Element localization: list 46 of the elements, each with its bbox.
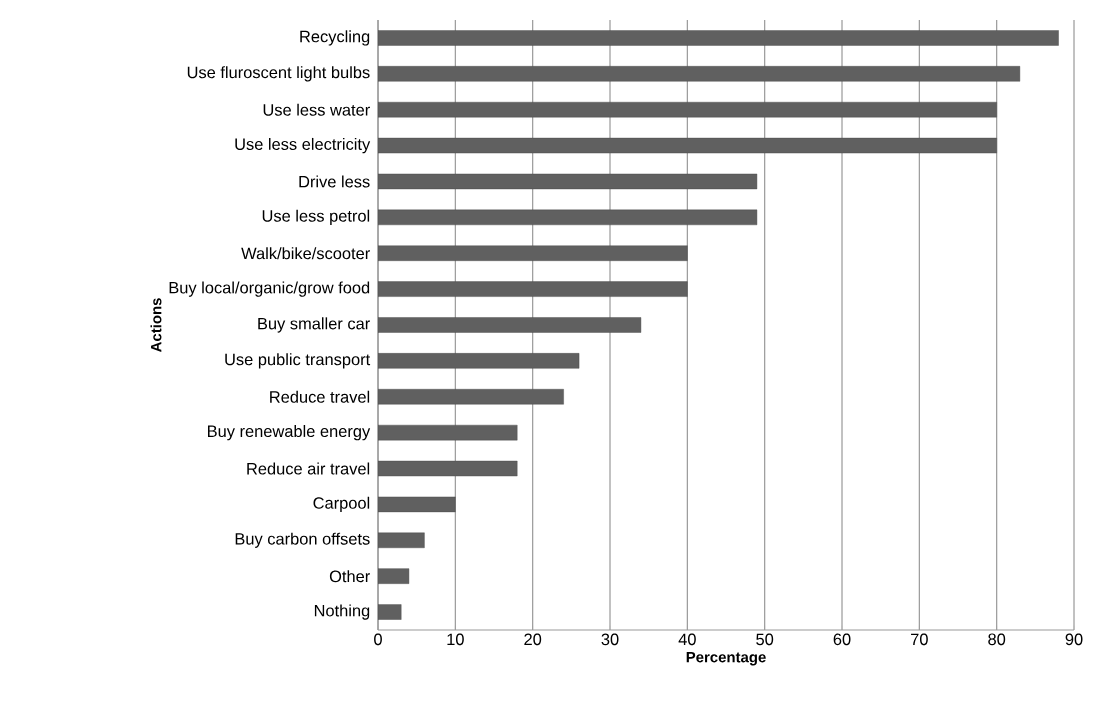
y-tick-label: Reduce air travel <box>247 462 370 475</box>
x-tick-label: 80 <box>988 633 1006 646</box>
bar <box>378 460 518 477</box>
bar <box>378 66 1021 82</box>
x-tick-label: 20 <box>524 633 542 646</box>
bar <box>378 568 410 584</box>
bar <box>378 496 456 513</box>
y-tick-label: Nothing <box>314 604 370 620</box>
x-tick-label: 40 <box>678 633 696 646</box>
bar <box>378 532 425 548</box>
bar <box>378 137 997 154</box>
y-tick-label: Use less petrol <box>262 209 370 225</box>
x-tick-label: 10 <box>447 633 464 646</box>
y-tick-label: Use public transport <box>225 353 371 369</box>
y-tick-label: Use less water <box>263 103 370 116</box>
bar <box>378 389 564 405</box>
y-tick-label: Buy renewable energy <box>208 424 371 441</box>
bar <box>378 209 758 226</box>
y-tick-label: Buy smaller car <box>258 317 370 333</box>
y-tick-label: Other <box>329 570 370 583</box>
bar <box>378 173 758 190</box>
y-tick-label: Use fluroscent light bulbs <box>187 66 370 82</box>
y-tick-label: Drive less <box>299 175 370 188</box>
y-axis-title: Actions <box>150 298 162 353</box>
x-tick-label: 70 <box>911 633 928 646</box>
bar <box>378 317 642 333</box>
y-tick-label: Use less electricity <box>235 137 371 154</box>
bar <box>378 245 688 261</box>
y-tick-label: Reduce travel <box>270 390 370 403</box>
bar <box>378 30 1059 46</box>
y-tick-label: Buy local/organic/grow food <box>169 281 370 297</box>
y-tick-label: Carpool <box>313 496 370 513</box>
x-tick-label: 30 <box>601 633 619 646</box>
x-axis-title: Percentage <box>686 651 766 666</box>
x-tick-label: 90 <box>1065 633 1083 646</box>
bar <box>378 353 580 369</box>
bar <box>378 281 688 297</box>
bar <box>378 424 518 441</box>
bar <box>378 101 997 118</box>
y-tick-label: Buy carbon offsets <box>235 532 370 548</box>
y-tick-label: Walk/bike/scooter <box>241 247 370 260</box>
x-tick-label: 50 <box>756 633 774 646</box>
x-tick-label: 60 <box>833 633 851 646</box>
x-tick-label: 0 <box>374 633 382 646</box>
bar <box>378 604 402 620</box>
y-tick-label: Recycling <box>300 30 370 46</box>
